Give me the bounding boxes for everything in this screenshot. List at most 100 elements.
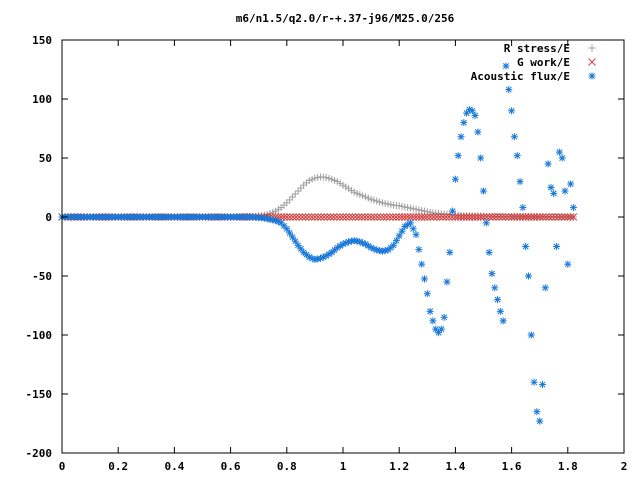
data-point <box>535 213 544 221</box>
data-point <box>498 213 507 221</box>
data-point <box>420 275 428 283</box>
data-point <box>501 213 510 221</box>
data-point <box>542 213 550 221</box>
data-point <box>454 213 463 221</box>
data-point <box>485 213 494 221</box>
data-point <box>558 154 566 162</box>
data-point <box>314 213 322 221</box>
x-tick-label: 0.8 <box>277 460 297 473</box>
data-point <box>494 296 502 304</box>
data-point <box>295 213 304 221</box>
data-point <box>342 213 350 221</box>
data-point <box>418 260 426 268</box>
y-tick-label: 100 <box>32 93 52 106</box>
data-point <box>479 213 488 221</box>
data-point <box>339 213 347 221</box>
x-tick-label: 1 <box>340 460 347 473</box>
data-point <box>539 381 547 389</box>
data-point <box>527 331 535 339</box>
data-point <box>406 213 415 221</box>
data-point <box>527 213 536 221</box>
data-point <box>426 213 435 221</box>
legend-marker <box>588 72 596 80</box>
data-point <box>457 213 465 221</box>
data-point <box>417 213 426 221</box>
data-point <box>569 213 578 221</box>
data-point <box>412 213 420 221</box>
data-point <box>505 86 513 94</box>
data-point <box>288 233 296 241</box>
data-point <box>439 213 447 221</box>
data-point <box>398 213 406 221</box>
data-point <box>289 213 297 221</box>
data-point <box>495 213 503 221</box>
data-point <box>480 187 487 195</box>
data-point <box>320 213 329 221</box>
data-point <box>432 213 441 221</box>
data-point <box>423 290 431 298</box>
data-point <box>491 284 499 292</box>
data-point <box>510 133 518 141</box>
data-point <box>567 180 575 188</box>
data-point <box>451 175 459 183</box>
data-point <box>569 204 577 212</box>
data-point <box>373 213 382 221</box>
data-point <box>282 213 291 221</box>
data-point <box>554 213 563 221</box>
data-point <box>449 207 457 215</box>
data-point <box>460 119 468 127</box>
data-point <box>457 133 465 141</box>
data-point <box>291 237 299 245</box>
data-point <box>474 128 482 136</box>
data-point <box>409 225 417 233</box>
data-point <box>518 213 527 221</box>
data-point <box>294 241 302 249</box>
data-point <box>403 213 412 221</box>
data-point <box>488 270 496 278</box>
x-tick-label: 2 <box>621 460 628 473</box>
data-point <box>516 178 524 186</box>
data-point <box>547 184 555 191</box>
legend-entry-label: R stress/E <box>504 42 570 55</box>
data-point <box>390 241 398 249</box>
data-point <box>533 213 541 221</box>
data-point <box>448 213 457 221</box>
data-point <box>482 219 490 227</box>
data-point <box>304 213 313 221</box>
data-point <box>544 160 552 168</box>
data-point <box>286 213 294 221</box>
data-point <box>323 213 332 221</box>
x-tick-label: 1.2 <box>389 460 409 473</box>
x-tick-label: 0.6 <box>221 460 241 473</box>
data-point <box>465 213 474 221</box>
data-point <box>426 307 434 315</box>
legend-entry-label: Acoustic flux/E <box>471 70 570 83</box>
data-point <box>513 152 521 160</box>
data-point <box>367 213 375 221</box>
axes: 0 0.2 0.4 0.6 0.8 1 1.2 1.4 1.6 1.8 2 -200 -150 -100 -… <box>26 34 628 473</box>
data-point <box>522 243 530 250</box>
data-point <box>566 213 575 221</box>
data-point <box>533 408 541 416</box>
x-tick-label: 0 <box>59 460 66 473</box>
x-tick-label: 1.8 <box>558 460 578 473</box>
data-point <box>471 112 479 120</box>
data-point <box>561 187 569 195</box>
data-point <box>432 325 440 333</box>
data-point <box>492 213 500 221</box>
data-point <box>298 213 307 221</box>
data-point <box>311 213 319 221</box>
data-point <box>297 245 305 253</box>
data-point <box>504 213 513 221</box>
plot-area <box>58 62 578 425</box>
data-point <box>409 213 418 221</box>
data-point <box>443 278 451 286</box>
data-point <box>269 216 277 224</box>
data-point <box>530 378 538 386</box>
data-point <box>545 213 553 221</box>
data-point <box>292 213 301 221</box>
data-point <box>507 213 516 221</box>
x-tick-label: 0.4 <box>164 460 184 473</box>
data-point <box>370 213 379 221</box>
